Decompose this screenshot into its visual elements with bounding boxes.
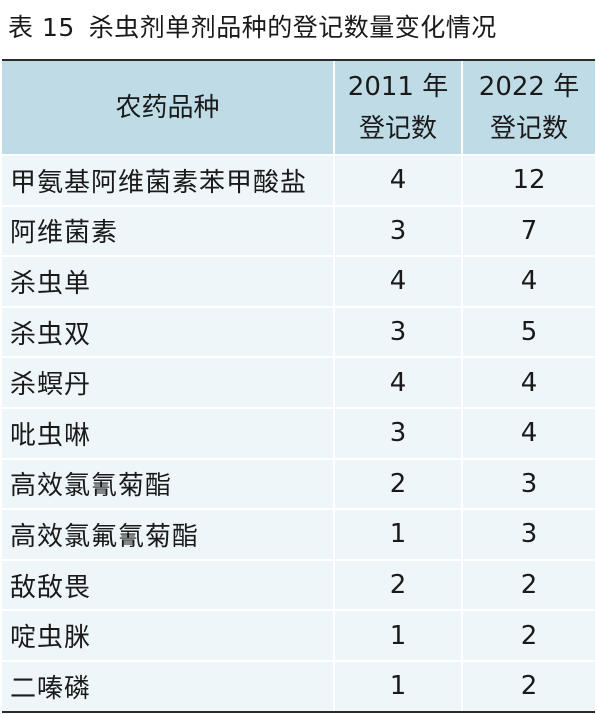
cell-2022: 4 <box>461 255 595 307</box>
table-row: 杀螟丹 4 4 <box>2 356 595 408</box>
header-2022-count: 登记数 <box>489 113 568 144</box>
table-caption: 表 15 杀虫剂单剂品种的登记数量变化情况 <box>8 10 497 46</box>
cell-2011: 2 <box>333 558 462 611</box>
table-row: 敌敌畏 2 2 <box>2 558 595 611</box>
cell-2011: 1 <box>333 508 462 560</box>
cell-2011: 4 <box>333 356 462 408</box>
data-table-container: 农药品种 2011 年 登记数 2022 年 登记数 甲氨基阿维菌素苯甲酸盐 4… <box>2 59 595 713</box>
cell-2011: 4 <box>333 255 462 307</box>
cell-2011: 1 <box>333 609 462 661</box>
table-row: 杀虫单 4 4 <box>2 255 595 307</box>
header-variety: 农药品种 <box>2 61 334 155</box>
table-row: 二嗪磷 1 2 <box>2 659 595 711</box>
header-2011-year: 2011 年 <box>347 71 449 102</box>
cell-variety: 杀虫双 <box>2 305 334 358</box>
header-2022: 2022 年 登记数 <box>461 61 595 155</box>
cell-2011: 1 <box>333 659 462 711</box>
cell-2022: 12 <box>461 154 595 206</box>
cell-variety: 吡虫啉 <box>2 406 334 459</box>
table-row: 吡虫啉 3 4 <box>2 406 595 459</box>
cell-variety: 杀螟丹 <box>2 356 334 408</box>
cell-variety: 阿维菌素 <box>2 204 334 257</box>
cell-2011: 3 <box>333 406 462 459</box>
cell-variety: 高效氯氰菊酯 <box>2 457 334 510</box>
cell-2022: 5 <box>461 305 595 358</box>
cell-2011: 3 <box>333 305 462 358</box>
table-row: 高效氯氟氰菊酯 1 3 <box>2 508 595 560</box>
cell-variety: 二嗪磷 <box>2 659 334 711</box>
header-row: 农药品种 2011 年 登记数 2022 年 登记数 <box>2 61 595 155</box>
table-row: 阿维菌素 3 7 <box>2 204 595 257</box>
table-row: 甲氨基阿维菌素苯甲酸盐 4 12 <box>2 154 595 206</box>
cell-2022: 3 <box>461 457 595 510</box>
cell-2022: 4 <box>461 356 595 408</box>
cell-2022: 2 <box>461 558 595 611</box>
header-2022-year: 2022 年 <box>478 71 580 102</box>
header-2011-count: 登记数 <box>358 113 437 144</box>
cell-variety: 甲氨基阿维菌素苯甲酸盐 <box>2 154 334 206</box>
cell-variety: 啶虫脒 <box>2 609 334 661</box>
cell-2022: 4 <box>461 406 595 459</box>
cell-2011: 4 <box>333 154 462 206</box>
table-row: 高效氯氰菊酯 2 3 <box>2 457 595 510</box>
table-title: 杀虫剂单剂品种的登记数量变化情况 <box>88 13 497 42</box>
cell-variety: 敌敌畏 <box>2 558 334 611</box>
table-row: 杀虫双 3 5 <box>2 305 595 358</box>
cell-2011: 3 <box>333 204 462 257</box>
table-number: 表 15 <box>8 13 75 42</box>
cell-variety: 杀虫单 <box>2 255 334 307</box>
table-row: 啶虫脒 1 2 <box>2 609 595 661</box>
cell-2011: 2 <box>333 457 462 510</box>
cell-2022: 2 <box>461 659 595 711</box>
cell-2022: 7 <box>461 204 595 257</box>
cell-2022: 3 <box>461 508 595 560</box>
cell-2022: 2 <box>461 609 595 661</box>
header-2011: 2011 年 登记数 <box>333 61 462 155</box>
cell-variety: 高效氯氟氰菊酯 <box>2 508 334 560</box>
pesticide-registration-table: 农药品种 2011 年 登记数 2022 年 登记数 甲氨基阿维菌素苯甲酸盐 4… <box>2 61 595 711</box>
